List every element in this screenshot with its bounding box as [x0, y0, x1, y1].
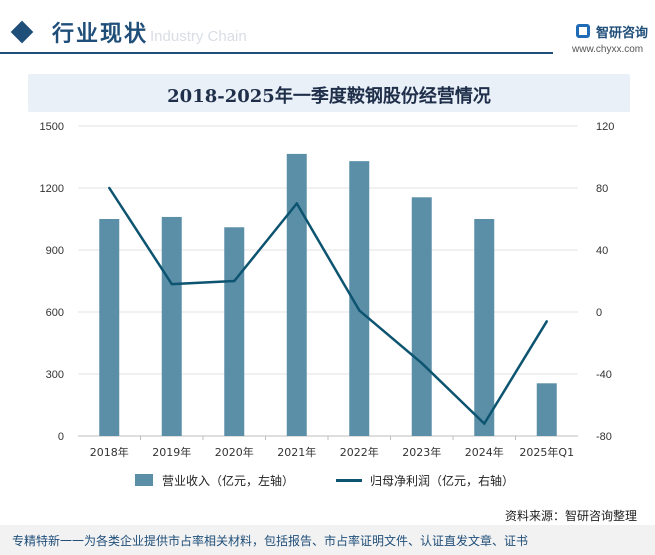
y-left-tick-label: 0	[58, 431, 64, 443]
net-profit-line	[108, 187, 548, 425]
y-left-tick-label: 900	[46, 245, 64, 257]
x-tick-label: 2022年	[340, 445, 379, 459]
x-tick-label: 2024年	[465, 445, 504, 459]
footer-text: 专精特新一一为各类企业提供市占率相关材料，包括报告、市占率证明文件、认证直发文章…	[12, 534, 529, 548]
x-tick-label: 2018年	[90, 445, 129, 459]
brand: 智研咨询 www.chyxx.com	[572, 22, 652, 58]
legend-line-swatch	[336, 479, 362, 482]
header-divider	[0, 52, 553, 54]
section-title: 行业现状	[52, 22, 149, 47]
y-left-tick-label: 600	[46, 307, 64, 319]
revenue-bar	[99, 219, 120, 436]
legend: 营业收入（亿元，左轴） 归母净利润（亿元，右轴）	[0, 470, 655, 490]
brand-url: www.chyxx.com	[572, 44, 644, 55]
footer: 专精特新一一为各类企业提供市占率相关材料，包括报告、市占率证明文件、认证直发文章…	[0, 525, 655, 555]
net-profit-point	[420, 361, 423, 365]
x-tick-label: 2025年Q1	[519, 445, 574, 459]
header: 行业现状 Industry Chain 智研咨询 www.chyxx.com	[0, 0, 655, 68]
revenue-bar	[536, 383, 557, 436]
net-profit-point	[108, 186, 111, 190]
revenue-bar	[286, 153, 307, 436]
net-profit-point	[170, 282, 173, 286]
legend-bar-swatch	[135, 474, 153, 486]
y-right-tick-label: 80	[596, 183, 608, 195]
y-left-tick-label: 300	[46, 369, 64, 381]
net-profit-point	[545, 320, 548, 323]
net-profit-point	[233, 279, 236, 283]
legend-line-label: 归母净利润（亿元，右轴）	[370, 474, 515, 488]
net-profit-point	[295, 202, 298, 205]
y-left-tick-label: 1500	[40, 121, 64, 133]
y-left-tick-label: 1200	[40, 183, 64, 195]
brand-name: 智研咨询	[596, 26, 649, 41]
y-right-tick-label: -80	[596, 431, 612, 443]
diamond-icon	[10, 20, 34, 44]
x-tick-label: 2021年	[277, 445, 316, 459]
y-right-tick-label: -40	[596, 369, 612, 381]
y-right-tick-label: 0	[596, 307, 602, 319]
chart-title: 2018-2025年一季度鞍钢股份经营情况	[167, 86, 491, 107]
source-note: 资料来源：智研咨询整理	[505, 509, 638, 523]
y-right-tick-label: 40	[596, 245, 608, 257]
revenue-bar	[161, 216, 182, 436]
chart-title-bar: 2018-2025年一季度鞍钢股份经营情况	[28, 74, 630, 112]
y-right-tick-label: 120	[596, 121, 614, 133]
x-tick-label: 2019年	[152, 445, 191, 459]
legend-bar-label: 营业收入（亿元，左轴）	[162, 474, 295, 488]
revenue-bar	[224, 227, 245, 436]
x-tick-label: 2020年	[215, 445, 254, 459]
net-profit-point	[358, 309, 361, 312]
revenue-bar	[349, 161, 370, 436]
brand-logo-icon	[576, 24, 590, 38]
revenue-bar	[411, 197, 432, 436]
revenue-bar	[474, 219, 495, 436]
watermark-text: Industry Chain	[150, 28, 247, 45]
net-profit-point	[483, 422, 486, 425]
x-tick-label: 2023年	[402, 445, 441, 459]
chart: 0 300 600 900 1200 1500 -80 -40 0 40 80 120 2018年 201…	[40, 121, 615, 459]
